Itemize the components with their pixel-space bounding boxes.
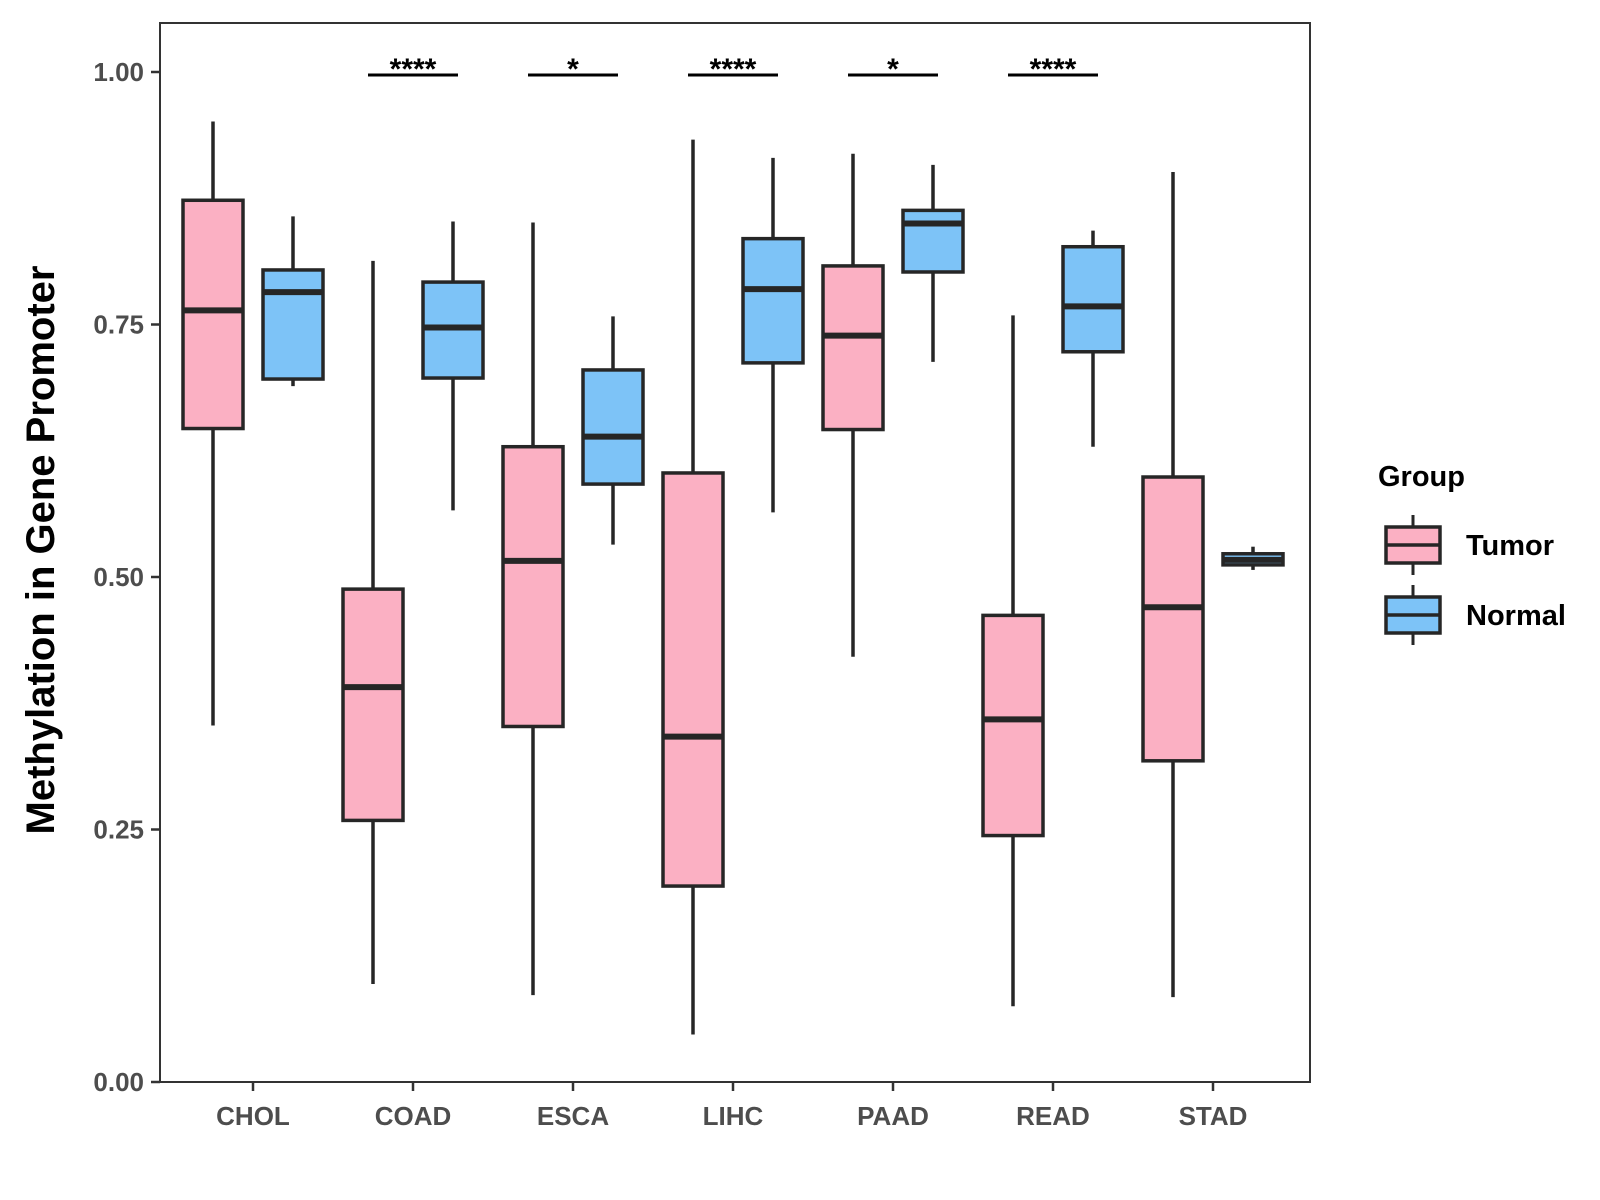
box-normal-coad [421,221,485,511]
box-tumor-stad [1141,171,1205,998]
box-tumor-paad [821,153,885,657]
box-tumor-lihc [661,139,725,1035]
box-tumor-read [981,315,1045,1007]
legend-title: Group [1378,461,1465,493]
box-iqr [901,208,965,274]
box-tumor-esca [501,222,565,996]
x-tick-label: CHOL [216,1101,290,1131]
x-tick-label: LIHC [703,1101,764,1131]
significance-label: * [887,53,899,86]
significance-label: **** [710,53,757,86]
box-normal-stad [1221,546,1285,570]
box-normal-esca [581,316,645,545]
box-normal-paad [901,164,965,362]
y-tick-label: 0.00 [93,1067,144,1097]
box-iqr [741,236,805,365]
box-iqr [261,268,325,381]
box-normal-chol [261,216,325,387]
y-tick-label: 0.25 [93,815,144,845]
box-iqr [581,368,645,486]
significance-label: **** [390,53,437,86]
x-tick-label: READ [1016,1101,1090,1131]
box-normal-lihc [741,157,805,513]
significance-label: **** [1030,53,1077,86]
box-iqr [181,198,245,431]
x-tick-label: STAD [1179,1101,1248,1131]
legend-label-tumor: Tumor [1466,530,1554,562]
box-iqr [341,587,405,823]
significance-label: * [567,53,579,86]
x-tick-label: ESCA [537,1101,609,1131]
box-iqr [1141,475,1205,763]
box-iqr [501,444,565,729]
legend: Group Tumor Normal [1378,461,1566,645]
box-iqr [981,613,1045,838]
panel-border [159,22,1311,1083]
box-iqr [821,264,885,432]
plot-area: 0.00 0.25 0.50 0.75 1.00 CHOL COAD ESCA LIHC PAAD… [93,22,1311,1131]
y-tick-label: 0.75 [93,310,144,340]
x-tick-label: COAD [375,1101,452,1131]
y-tick-label: 0.50 [93,562,144,592]
box-tumor-chol [181,121,245,726]
legend-label-normal: Normal [1466,600,1566,632]
box-iqr [1061,244,1125,354]
box-tumor-coad [341,260,405,985]
y-axis-title: Methylation in Gene Promoter [19,266,63,835]
box-normal-read [1061,230,1125,447]
x-tick-label: PAAD [857,1101,929,1131]
y-tick-label: 1.00 [93,57,144,87]
box-iqr [661,471,725,888]
